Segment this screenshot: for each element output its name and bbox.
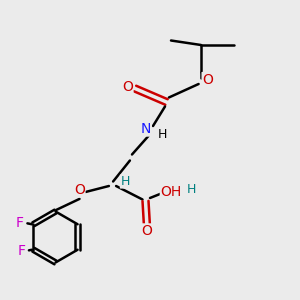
Text: F: F — [17, 244, 26, 258]
Text: H: H — [120, 175, 130, 188]
Text: O: O — [122, 80, 133, 94]
Text: F: F — [16, 216, 24, 230]
Text: O: O — [142, 224, 152, 238]
Text: OH: OH — [160, 185, 182, 199]
Text: H: H — [157, 128, 167, 141]
Text: N: N — [141, 122, 151, 136]
Text: O: O — [202, 73, 213, 86]
Text: O: O — [74, 183, 85, 197]
Text: H: H — [186, 183, 196, 196]
